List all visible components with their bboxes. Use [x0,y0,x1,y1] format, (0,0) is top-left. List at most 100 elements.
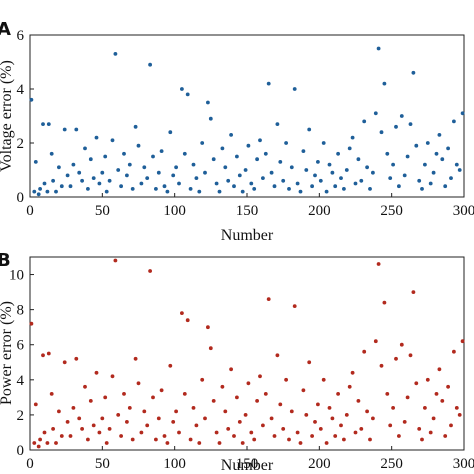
panel-a-data-point [437,133,442,137]
panel-b-data-point [292,304,297,308]
panel-b-data-point [388,423,393,428]
panel-a-data-point [220,146,225,151]
panel-b-data-point [74,356,79,361]
panel-b-data-point [174,409,179,414]
panel-b-data-point [103,395,108,400]
panel-a-data-point [51,178,55,183]
panel-a-data-point [365,165,369,170]
panel-b-y-tick-label: 10 [9,268,24,284]
panel-b-data-point [269,416,274,421]
panel-a-data-point [289,165,294,170]
panel-b-data-point [156,416,161,421]
panel-b-data-point [171,420,176,424]
panel-a-data-point [237,173,242,178]
panel-b-data-point [119,434,123,438]
panel-a-data-point [188,187,193,191]
panel-b-data-point [71,406,76,410]
panel-a-y-tick-label: 6 [17,28,25,44]
panel-b-data-point [226,427,231,431]
panel-b-data-point [42,430,47,435]
panel-b-data-point [217,441,222,445]
panel-b-power-error-chart: B 0 50 100 150 200 250 300 0 2 4 6 8 10 Number Power… [0,250,474,474]
panel-a-plot-frame [29,34,465,198]
panel-a-data-point [168,130,173,135]
panel-b-data-point [437,367,442,372]
panel-a-data-point [162,184,167,189]
panel-b-data-point [411,290,416,294]
panel-a-data-point [405,154,410,159]
panel-b-data-point [266,297,271,301]
panel-b-data-point [107,427,112,431]
panel-b-data-point [347,384,352,389]
panel-b-data-point [88,399,93,403]
panel-b-data-point [159,388,164,393]
panel-a-data-point [91,176,96,181]
panel-a-data-point [104,189,109,194]
panel-b-data-point [376,262,381,266]
panel-a-data-point [310,184,314,189]
panel-b-data-point [368,437,372,442]
panel-b-data-point [281,427,286,431]
panel-a-data-point [197,189,202,194]
panel-b-data-point [371,416,375,421]
panel-b-data-point [258,374,262,379]
panel-b-data-point [223,409,228,414]
panel-a-y-tick-label: 4 [17,82,25,98]
panel-b-x-tick-label: 150 [236,456,259,472]
panel-b-data-point [382,300,387,305]
panel-a-data-point [313,173,317,178]
panel-a-data-point [203,170,207,175]
panel-b-data-point [200,377,205,382]
panel-b-data-point [344,413,349,417]
panel-a-data-point [452,119,456,124]
panel-a-data-point [110,138,115,143]
panel-b-data-point [45,441,50,445]
panel-a-data-point [125,173,129,178]
panel-a-x-tick-label: 250 [380,203,403,219]
panel-a-data-point [434,151,439,156]
panel-b-data-point [136,381,141,386]
panel-a-data-point [258,138,262,143]
panel-a-x-axis-title: Number [221,227,274,244]
panel-b-data-point [165,441,170,445]
panel-a-data-point [57,165,61,170]
panel-b-letter: B [0,250,11,271]
panel-b-y-tick-label: 2 [17,408,25,424]
panel-a-data-point [446,146,450,151]
panel-a-data-point [391,162,395,167]
panel-b-data-point [428,430,433,435]
panel-b-data-point [125,420,129,424]
panel-a-data-point [284,141,288,145]
panel-a-data-point [41,122,45,126]
panel-a-data-point [440,157,445,162]
panel-b-data-point [86,437,90,442]
panel-a-data-point [414,143,419,148]
panel-b-data-point [408,353,413,358]
panel-b-data-point [261,423,265,428]
panel-a-x-tick-label: 50 [95,203,110,219]
panel-a-data-point [425,141,430,145]
panel-a-data-point [339,176,343,181]
panel-a-data-point [74,127,79,132]
panel-a-data-point [356,157,361,162]
panel-a-data-point [142,165,147,170]
panel-a-data-point [327,162,332,167]
panel-b-data-point [142,409,147,414]
panel-a-data-point [417,178,422,183]
panel-b-data-point [379,363,384,368]
panel-b-data-point [278,402,283,407]
panel-a-data-point [62,127,67,132]
panel-b-data-point [252,437,257,442]
panel-a-data-point [376,46,381,51]
panel-a-data-point [336,151,340,156]
panel-a-y-axis-title: Voltage error (%) [0,60,15,172]
panel-b-data-point [298,441,303,445]
panel-a-data-point [431,170,436,175]
panel-b-data-point [339,423,343,428]
panel-b-x-tick-label: 200 [308,456,331,472]
panel-a-data-point [240,189,245,194]
panel-b-data-point [342,437,346,442]
panel-a-data-point [185,92,190,97]
panel-b-x-tick-label: 50 [95,456,110,472]
panel-b-data-point [275,353,280,358]
